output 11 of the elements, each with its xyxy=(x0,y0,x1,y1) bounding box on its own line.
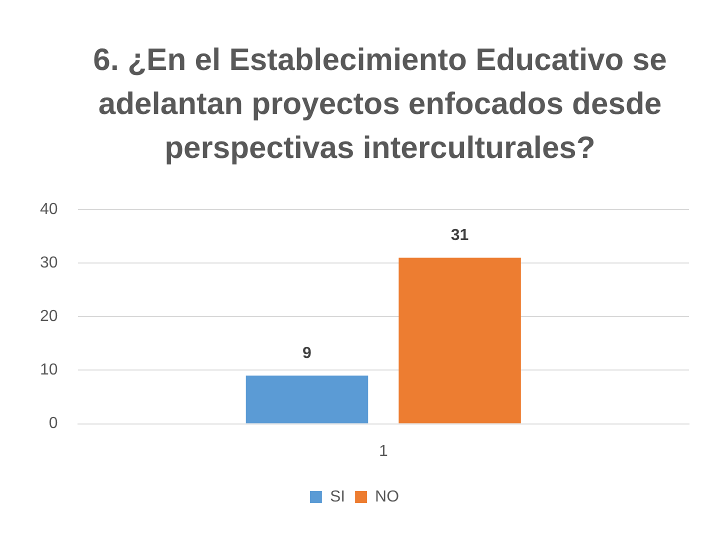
legend-label: NO xyxy=(375,488,400,506)
y-tick-label: 30 xyxy=(40,254,58,272)
x-tick-label: 1 xyxy=(378,442,388,460)
chart-title: 6. ¿En el Establecimiento Educativo se adelantan proyectos enfocados desde perspectivas interculturales? xyxy=(92,41,668,167)
y-tick-label: 20 xyxy=(40,308,58,326)
y-tick-label: 10 xyxy=(40,362,58,379)
y-tick-label: 40 xyxy=(40,201,58,218)
data-label: 9 xyxy=(302,345,312,362)
legend-label: SI xyxy=(330,488,346,506)
data-label: 31 xyxy=(450,227,469,244)
y-tick-label: 0 xyxy=(48,415,58,432)
